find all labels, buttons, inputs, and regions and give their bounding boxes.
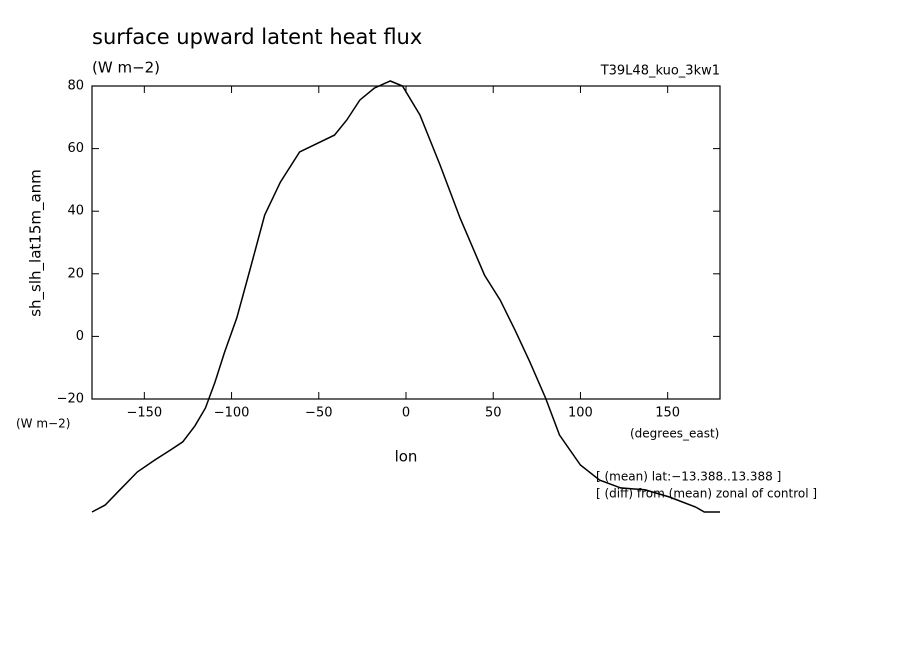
chart-subtitle: (W m−2) xyxy=(92,59,160,77)
x-units: (degrees_east) xyxy=(630,427,719,441)
x-tick-label: −50 xyxy=(305,406,332,421)
experiment-label: T39L48_kuo_3kw1 xyxy=(600,64,720,79)
y-tick-label: 0 xyxy=(76,329,84,344)
y-axis-label: sh_slh_lat15m_anm xyxy=(27,169,46,317)
y-tick-label: 40 xyxy=(67,204,84,219)
x-axis-label: lon xyxy=(395,448,418,466)
y-units: (W m−2) xyxy=(16,417,70,431)
y-tick-label: 60 xyxy=(67,141,84,156)
x-tick-label: −100 xyxy=(214,406,250,421)
x-tick-label: 150 xyxy=(655,406,680,421)
y-tick-label: 20 xyxy=(67,266,84,281)
plot-frame xyxy=(91,85,721,400)
annotation: [ (diff) from (mean) zonal of control ] xyxy=(596,487,817,501)
x-tick-label: −150 xyxy=(126,406,162,421)
data-line xyxy=(91,80,720,513)
y-tick-label: −20 xyxy=(57,392,84,407)
chart-title: surface upward latent heat flux xyxy=(92,25,422,49)
annotation: [ (mean) lat:−13.388..13.388 ] xyxy=(596,470,781,484)
y-tick-label: 80 xyxy=(67,79,84,94)
x-tick-label: 0 xyxy=(402,406,410,421)
x-tick-label: 100 xyxy=(568,406,593,421)
x-tick-label: 50 xyxy=(485,406,502,421)
